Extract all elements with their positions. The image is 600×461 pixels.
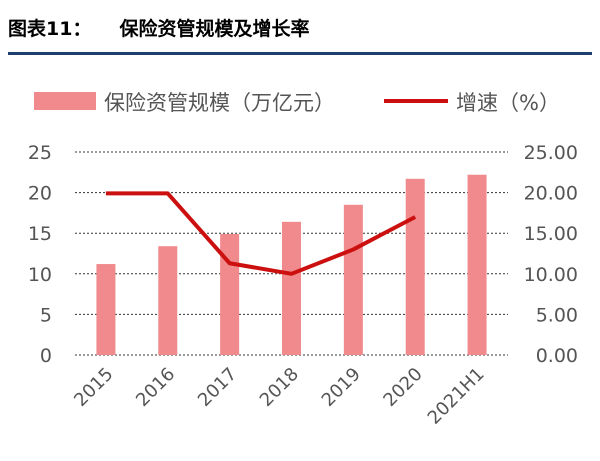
right-tick-label: 0.00 [536,345,578,367]
title-rule [8,52,592,55]
x-tick-label: 2015 [70,364,117,411]
bar [220,234,240,355]
bar [405,178,425,355]
x-tick-label: 2016 [132,364,179,411]
bar [96,264,116,355]
right-axis: 0.00 5.00 10.00 15.00 20.00 25.00 [524,142,578,367]
figure-title-text: 保险资管规模及增长率 [119,18,310,40]
legend-bar-swatch [34,92,96,110]
left-tick-label: 15 [28,223,52,245]
bar [467,174,487,355]
legend-line-label: 增速（%） [456,91,560,115]
x-tick-label: 2020 [380,364,427,411]
x-tick-label: 2018 [256,364,303,411]
right-tick-label: 25.00 [524,142,578,164]
right-tick-label: 15.00 [524,223,578,245]
left-tick-label: 20 [28,183,52,205]
right-tick-label: 5.00 [536,304,578,326]
bar-series [96,174,487,355]
x-tick-label: 2021H1 [424,364,489,429]
right-tick-label: 20.00 [524,183,578,205]
x-tick-label: 2019 [318,364,365,411]
legend: 保险资管规模（万亿元） 增速（%） [34,91,560,115]
x-tick-label: 2017 [194,364,241,411]
figure-title: 图表11： 保险资管规模及增长率 [8,14,309,41]
bar [158,246,178,355]
left-tick-label: 25 [28,142,52,164]
right-tick-label: 10.00 [524,264,578,286]
bar [282,221,301,355]
left-tick-label: 10 [28,264,52,286]
figure-label: 图表11： [8,18,92,40]
bar [343,204,363,355]
left-axis: 0 5 10 15 20 25 [28,142,52,367]
growth-line [105,191,417,276]
line-series [105,191,417,276]
legend-bar-label: 保险资管规模（万亿元） [104,91,335,115]
left-tick-label: 5 [40,304,52,326]
left-tick-label: 0 [40,345,52,367]
